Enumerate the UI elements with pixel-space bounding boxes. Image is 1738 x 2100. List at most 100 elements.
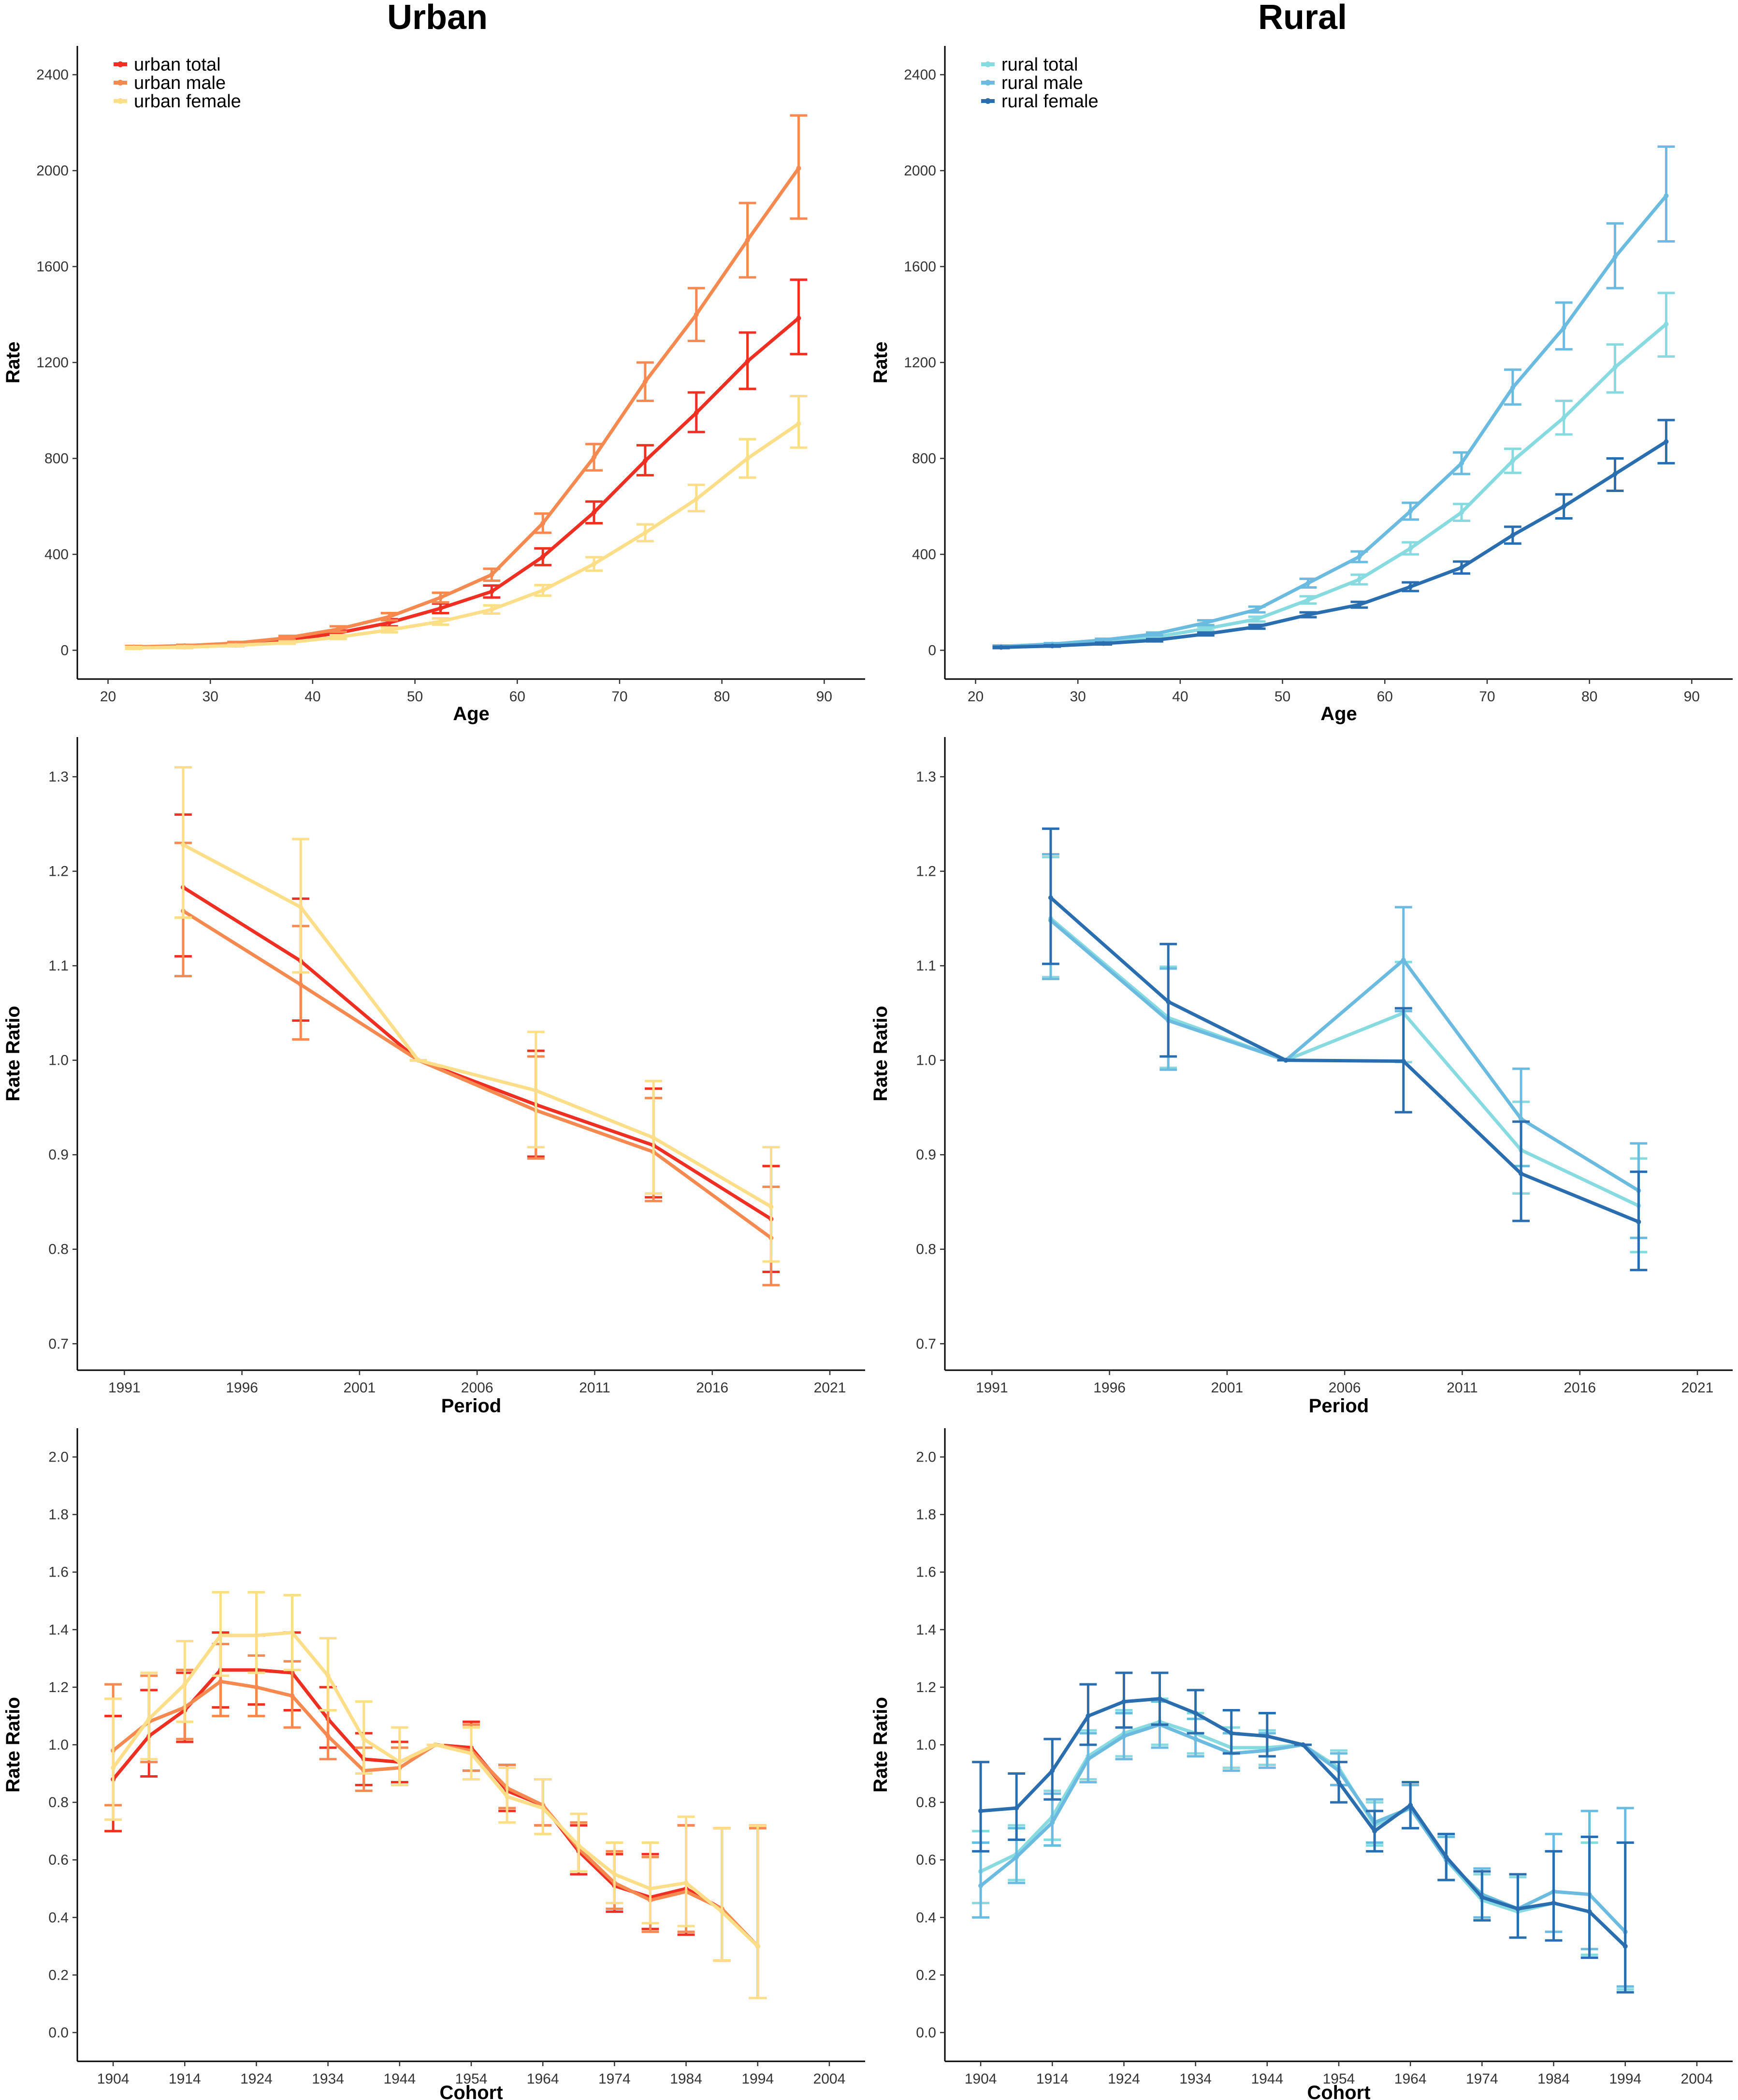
series-rural-female [972, 1671, 1634, 1994]
x-tick-label: 2001 [1211, 1380, 1244, 1396]
data-point [1014, 1806, 1019, 1810]
data-point [182, 1681, 188, 1687]
y-tick-label: 1600 [36, 259, 69, 275]
rural-column-title: Rural [1258, 0, 1347, 37]
data-point [1254, 607, 1260, 612]
y-tick-label: 1.4 [916, 1622, 936, 1638]
y-tick-label: 0.0 [48, 2025, 69, 2041]
series-line [133, 167, 800, 649]
x-tick-label: 1904 [965, 2071, 997, 2087]
x-tick-label: 1994 [1609, 2071, 1641, 2087]
y-tick-label: 0.8 [916, 1795, 936, 1810]
y-tick-label: 400 [912, 547, 936, 563]
data-point [745, 456, 750, 461]
x-tick-label: 60 [509, 689, 525, 705]
data-point [1305, 612, 1311, 618]
data-point [1519, 1171, 1524, 1176]
data-point [438, 606, 443, 611]
x-axis-title: Cohort [439, 2082, 503, 2100]
data-point [592, 561, 597, 566]
urban-column-title: Urban [387, 0, 488, 37]
y-tick-label: 2.0 [48, 1449, 69, 1465]
data-point [489, 572, 494, 578]
x-axis-title: Age [1320, 703, 1357, 724]
x-tick-label: 30 [203, 689, 218, 705]
y-tick-label: 0.7 [916, 1336, 936, 1352]
legend-label: urban male [134, 73, 226, 93]
x-axis-title: Period [1309, 1395, 1369, 1417]
data-point [1459, 461, 1464, 466]
data-point [1612, 364, 1618, 370]
y-tick-label: 2000 [904, 163, 936, 179]
x-tick-label: 1964 [1394, 2071, 1427, 2087]
series-line [182, 843, 772, 1208]
data-point [1086, 1713, 1091, 1719]
y-tick-label: 1200 [36, 355, 69, 371]
data-point [796, 166, 801, 171]
data-point [1408, 508, 1413, 514]
x-tick-label: 1914 [1036, 2071, 1069, 2087]
data-point [642, 458, 648, 463]
data-point [1203, 631, 1208, 637]
data-point [1612, 254, 1618, 260]
x-tick-label: 40 [304, 689, 320, 705]
data-point [469, 1751, 474, 1756]
x-tick-label: 90 [816, 689, 832, 705]
series-urban-male [174, 841, 780, 1287]
x-tick-label: 40 [1172, 689, 1188, 705]
legend-swatch-dot [985, 80, 991, 86]
data-point [1664, 193, 1669, 199]
y-tick-label: 0.4 [916, 1910, 936, 1926]
y-tick-label: 2.0 [916, 1449, 936, 1465]
data-point [648, 1886, 653, 1891]
y-axis-title: Rate Ratio [2, 1006, 24, 1101]
data-point [298, 982, 304, 987]
data-point [1664, 439, 1669, 444]
legend-label: urban total [134, 55, 221, 75]
y-tick-label: 0.4 [48, 1910, 69, 1926]
series-urban-total [125, 278, 808, 650]
data-point [387, 627, 392, 633]
legend-label: rural female [1001, 91, 1099, 112]
data-point [387, 614, 392, 619]
y-tick-label: 0.8 [916, 1242, 936, 1258]
x-tick-label: 2011 [1447, 1380, 1478, 1396]
data-point [1050, 1768, 1055, 1773]
data-point [796, 421, 801, 426]
x-tick-label: 2001 [344, 1380, 376, 1396]
series-line [1001, 440, 1667, 649]
legend-swatch-dot [985, 61, 991, 67]
data-point [1193, 1737, 1198, 1742]
y-tick-label: 0.6 [48, 1852, 69, 1868]
y-tick-label: 1.6 [48, 1564, 69, 1580]
data-point [290, 1630, 295, 1635]
data-point [1587, 1909, 1592, 1914]
x-tick-label: 2021 [1681, 1380, 1714, 1396]
data-point [433, 1742, 438, 1747]
data-point [1479, 1895, 1485, 1900]
x-tick-label: 1924 [240, 2071, 273, 2087]
data-point [694, 410, 699, 416]
data-point [1561, 325, 1566, 331]
data-point [612, 1871, 617, 1877]
data-point [1305, 597, 1311, 603]
data-point [1664, 321, 1669, 327]
x-tick-label: 1954 [455, 2071, 488, 2087]
y-tick-label: 0.0 [916, 2025, 936, 2041]
y-axis-title: Rate [870, 342, 891, 384]
data-point [111, 1765, 116, 1770]
data-point [642, 530, 648, 536]
data-point [1408, 584, 1413, 589]
data-point [1193, 1710, 1198, 1716]
y-tick-label: 0.6 [916, 1852, 936, 1868]
series-line [182, 909, 772, 1240]
x-tick-label: 80 [1581, 689, 1597, 705]
x-tick-label: 1991 [976, 1380, 1008, 1396]
data-point [745, 359, 750, 364]
x-tick-label: 30 [1070, 689, 1086, 705]
series-rural-total [992, 291, 1675, 650]
x-tick-label: 1954 [1323, 2071, 1355, 2087]
